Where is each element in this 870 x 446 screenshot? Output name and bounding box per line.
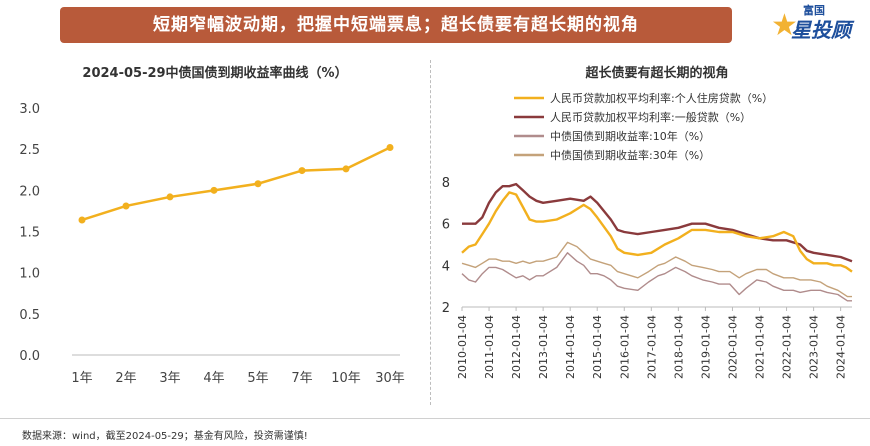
star-icon: ★ (771, 8, 798, 43)
y-tick-label: 0.5 (19, 308, 40, 323)
x-tick-label: 2018-01-04 (672, 315, 685, 379)
y-tick-label: 2.5 (19, 143, 40, 158)
x-tick-label: 2015-01-04 (591, 315, 604, 379)
panel-divider (430, 60, 431, 405)
banner-title: 短期窄幅波动期，把握中短端票息；超长债要有超长期的视角 (60, 7, 732, 43)
x-tick-label: 2011-01-04 (483, 315, 496, 379)
x-tick-label: 7年 (291, 371, 312, 386)
x-tick-label: 1年 (71, 371, 92, 386)
x-tick-label: 30年 (375, 371, 405, 386)
yield-point (122, 202, 130, 210)
brand-logo: ★ 富国 星投顾 (765, 0, 865, 44)
series-line (461, 252, 852, 302)
y-tick-label: 3.0 (19, 102, 40, 117)
x-tick-label: 2013-01-04 (537, 315, 550, 379)
yield-curve-chart: 2024-05-29中债国债到期收益率曲线（%） 0.0 0.5 1.0 1.5 2.0 2… (19, 65, 405, 386)
x-tick-label: 4年 (203, 371, 224, 386)
legend-label: 人民币贷款加权平均利率:一般贷款（%） (550, 110, 751, 124)
x-tick-label: 2年 (115, 371, 136, 386)
x-tick-label: 2020-01-04 (726, 315, 739, 379)
y-tick-label: 8 (442, 176, 450, 191)
y-tick-label: 4 (442, 259, 450, 274)
x-tick-label: 2017-01-04 (645, 315, 658, 379)
x-tick-label: 2021-01-04 (754, 315, 767, 379)
y-tick-label: 6 (442, 218, 450, 233)
series-line (461, 191, 853, 273)
legend-label: 中债国债到期收益率:30年（%） (550, 148, 710, 162)
yield-point (78, 216, 86, 224)
yield-curve-line (81, 146, 391, 222)
x-tick-label: 2010-01-04 (456, 315, 469, 379)
y-tick-label: 1.0 (19, 267, 40, 282)
y-tick-label: 2 (442, 301, 450, 316)
logo-small-text: 富国 (803, 4, 825, 17)
x-tick-label: 10年 (331, 371, 361, 386)
yield-point (342, 165, 350, 173)
x-tick-label: 2014-01-04 (564, 315, 577, 379)
footer: 数据来源：wind，截至2024-05-29；基金有风险，投资需谨慎! (0, 418, 870, 446)
x-tick-label: 2019-01-04 (699, 315, 712, 379)
y-tick-label: 0.0 (19, 349, 40, 364)
legend-label: 人民币贷款加权平均利率:个人住房贷款（%） (550, 91, 773, 105)
chart-title: 超长债要有超长期的视角 (585, 65, 728, 81)
x-tick-label: 2016-01-04 (618, 315, 631, 379)
x-tick-label: 5年 (247, 371, 268, 386)
chart-title: 2024-05-29中债国债到期收益率曲线（%） (82, 65, 347, 81)
x-tick-label: 2012-01-04 (510, 315, 523, 379)
x-tick-label: 2024-01-04 (835, 315, 848, 379)
series-line (462, 182, 853, 263)
y-tick-label: 1.5 (19, 226, 40, 241)
x-tick-label: 3年 (159, 371, 180, 386)
yield-point (254, 180, 262, 188)
y-tick-label: 2.0 (19, 184, 40, 199)
yield-point (386, 144, 394, 152)
x-tick-label: 2023-01-04 (808, 315, 821, 379)
footer-source-text: 数据来源：wind，截至2024-05-29；基金有风险，投资需谨慎! (22, 431, 308, 442)
yield-point (166, 193, 174, 201)
series-line (461, 241, 852, 298)
x-tick-label: 2022-01-04 (781, 315, 794, 379)
legend-label: 中债国债到期收益率:10年（%） (550, 129, 710, 143)
logo-big-text: 星投顾 (791, 18, 851, 42)
yield-point (298, 167, 306, 175)
yield-point (210, 186, 218, 194)
